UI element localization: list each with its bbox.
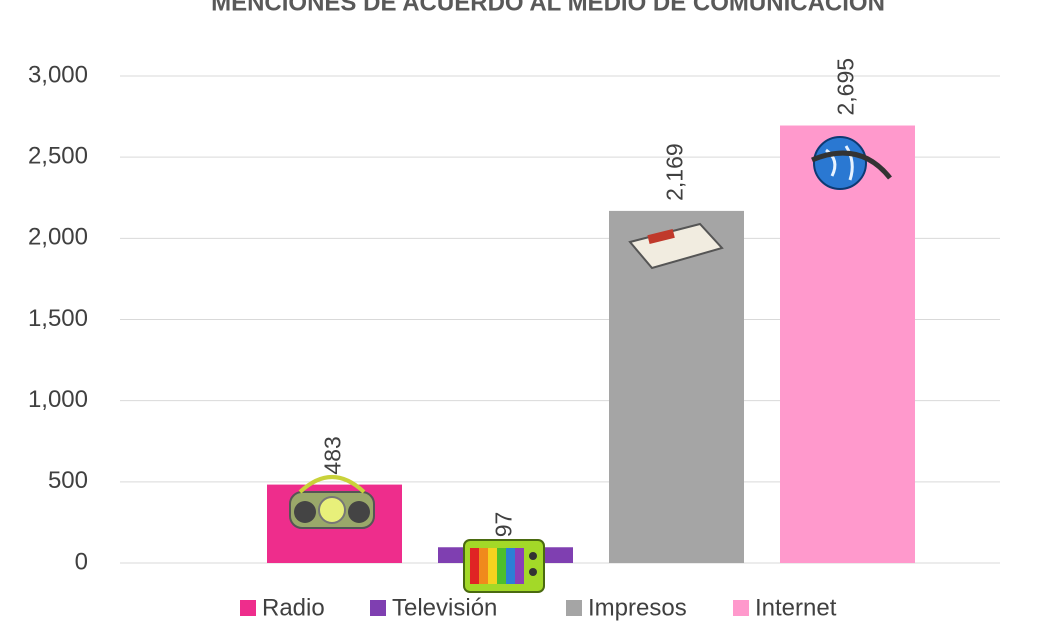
data-label: 483: [320, 436, 346, 474]
chart: MENCIONES DE ACUERDO AL MEDIO DE COMUNIC…: [0, 0, 1038, 623]
y-tick-label: 0: [75, 548, 88, 575]
legend-label: Televisión: [392, 594, 497, 621]
legend-swatch: [240, 600, 256, 616]
legend-swatch: [733, 600, 749, 616]
y-tick-label: 500: [48, 467, 88, 494]
data-label: 2,695: [833, 58, 859, 116]
icon-shape: [515, 548, 524, 584]
icon-shape: [294, 501, 316, 523]
legend-swatch: [566, 600, 582, 616]
data-label: 97: [491, 512, 517, 538]
icon-shape: [488, 548, 497, 584]
icon-shape: [470, 548, 479, 584]
icon-shape: [814, 137, 866, 189]
chart-title: MENCIONES DE ACUERDO AL MEDIO DE COMUNIC…: [211, 0, 885, 16]
legend-label: Impresos: [588, 594, 687, 621]
icon-shape: [529, 568, 537, 576]
legend-swatch: [370, 600, 386, 616]
y-tick-label: 1,000: [28, 386, 88, 413]
legend-label: Radio: [262, 594, 325, 621]
icon-shape: [506, 548, 515, 584]
icon-shape: [497, 548, 506, 584]
icon-shape: [348, 501, 370, 523]
y-tick-label: 1,500: [28, 305, 88, 332]
y-tick-label: 3,000: [28, 61, 88, 88]
legend-label: Internet: [755, 594, 837, 621]
icon-shape: [479, 548, 488, 584]
icon-shape: [529, 552, 537, 560]
icon-shape: [319, 497, 345, 523]
y-tick-label: 2,500: [28, 143, 88, 170]
bar: [780, 126, 915, 563]
y-tick-label: 2,000: [28, 224, 88, 251]
bar: [609, 211, 744, 563]
data-label: 2,169: [662, 143, 688, 201]
